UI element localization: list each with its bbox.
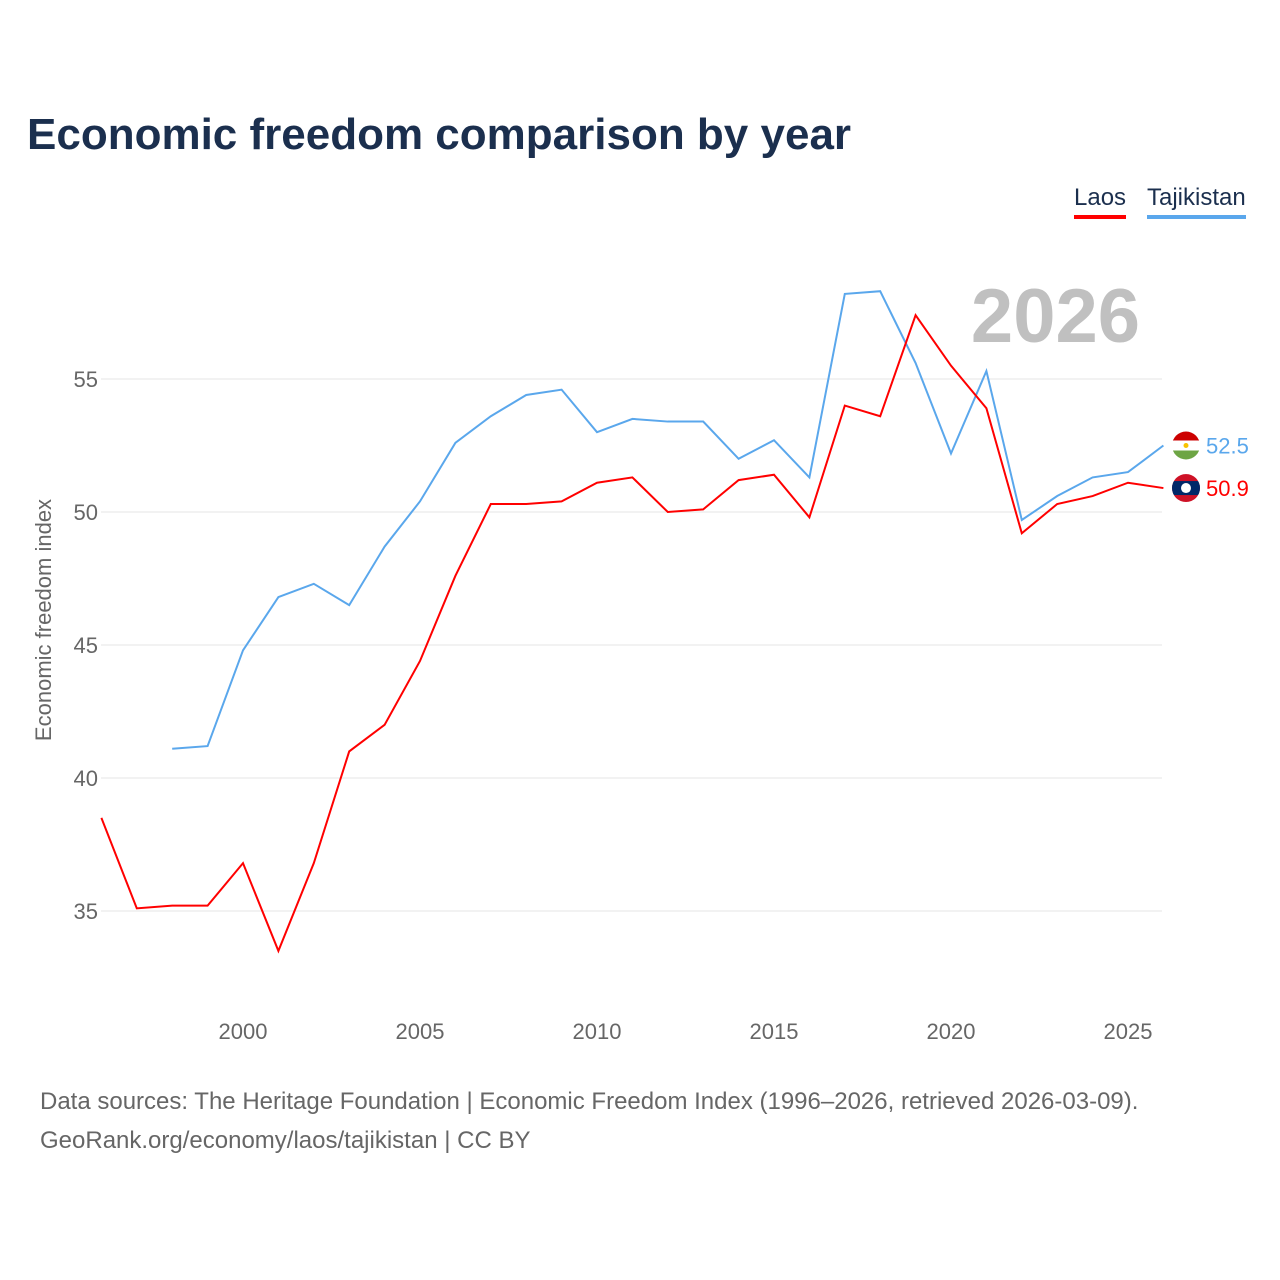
tajikistan-flag-icon	[1172, 431, 1200, 460]
y-tick-label: 35	[74, 899, 98, 924]
credit-link[interactable]: GeoRank.org/economy/laos/tajikistan | CC…	[40, 1127, 531, 1154]
x-tick-label: 2025	[1104, 1019, 1153, 1044]
x-tick-label: 2020	[927, 1019, 976, 1044]
y-tick-label: 50	[74, 500, 98, 525]
y-tick-label: 55	[74, 367, 98, 392]
x-tick-label: 2000	[219, 1019, 268, 1044]
end-value-label: 50.9	[1206, 476, 1249, 501]
y-tick-label: 45	[74, 633, 98, 658]
x-tick-label: 2005	[396, 1019, 445, 1044]
legend-laos[interactable]: Laos	[1074, 184, 1127, 219]
chart-title: Economic freedom comparison by year	[27, 110, 852, 159]
series-line-laos	[100, 312, 1164, 954]
flag	[1172, 431, 1200, 460]
data-sources: Data sources: The Heritage Foundation | …	[40, 1088, 1139, 1115]
flag	[1172, 474, 1200, 503]
x-tick-label: 2010	[573, 1019, 622, 1044]
flag-disc	[1181, 483, 1191, 494]
flag-green	[1172, 450, 1200, 460]
y-tick-label: 40	[74, 766, 98, 791]
y-axis-label: Economic freedom index	[31, 499, 56, 741]
flag-red	[1172, 431, 1200, 441]
series-line-tajikistan	[172, 290, 1165, 750]
year-watermark: 2026	[971, 274, 1140, 359]
laos-flag-icon	[1172, 474, 1200, 503]
legend-tajikistan[interactable]: Tajikistan	[1147, 184, 1246, 219]
end-value-label: 52.5	[1206, 434, 1249, 459]
x-tick-label: 2015	[750, 1019, 799, 1044]
flag-crown	[1183, 443, 1189, 448]
